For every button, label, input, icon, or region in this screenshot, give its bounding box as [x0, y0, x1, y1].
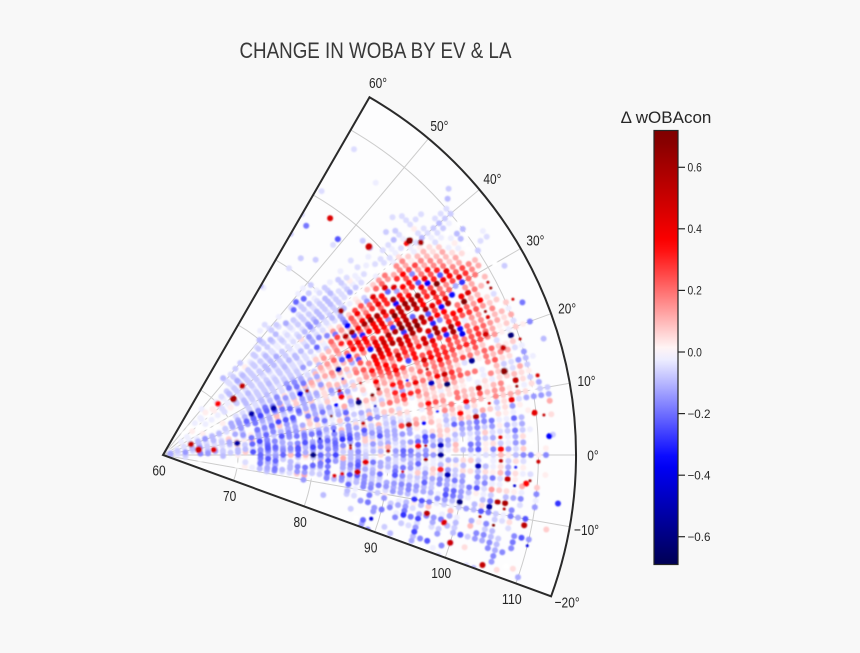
- svg-text:0.6: 0.6: [688, 161, 703, 175]
- svg-text:0°: 0°: [587, 448, 598, 465]
- svg-text:Δ wOBAcon: Δ wOBAcon: [621, 108, 712, 127]
- svg-text:20°: 20°: [558, 300, 576, 317]
- svg-text:90: 90: [364, 540, 377, 557]
- svg-text:40°: 40°: [483, 171, 501, 188]
- svg-text:70: 70: [223, 488, 236, 505]
- svg-text:100: 100: [431, 565, 451, 582]
- svg-text:0.0: 0.0: [688, 345, 703, 359]
- svg-text:10°: 10°: [578, 373, 596, 390]
- svg-text:30°: 30°: [526, 233, 544, 250]
- svg-text:−0.4: −0.4: [688, 469, 711, 483]
- svg-text:80: 80: [293, 514, 306, 531]
- svg-text:−20°: −20°: [555, 595, 580, 612]
- svg-text:60: 60: [152, 463, 165, 480]
- svg-text:CHANGE IN WOBA BY EV & LA: CHANGE IN WOBA BY EV & LA: [240, 38, 512, 63]
- svg-text:110: 110: [502, 591, 522, 608]
- svg-text:50°: 50°: [430, 118, 448, 135]
- svg-text:−0.6: −0.6: [688, 530, 711, 544]
- svg-text:−0.2: −0.2: [688, 407, 711, 421]
- svg-text:0.2: 0.2: [688, 284, 703, 298]
- svg-text:0.4: 0.4: [688, 222, 703, 236]
- svg-text:−10°: −10°: [574, 522, 599, 539]
- svg-text:60°: 60°: [369, 75, 387, 92]
